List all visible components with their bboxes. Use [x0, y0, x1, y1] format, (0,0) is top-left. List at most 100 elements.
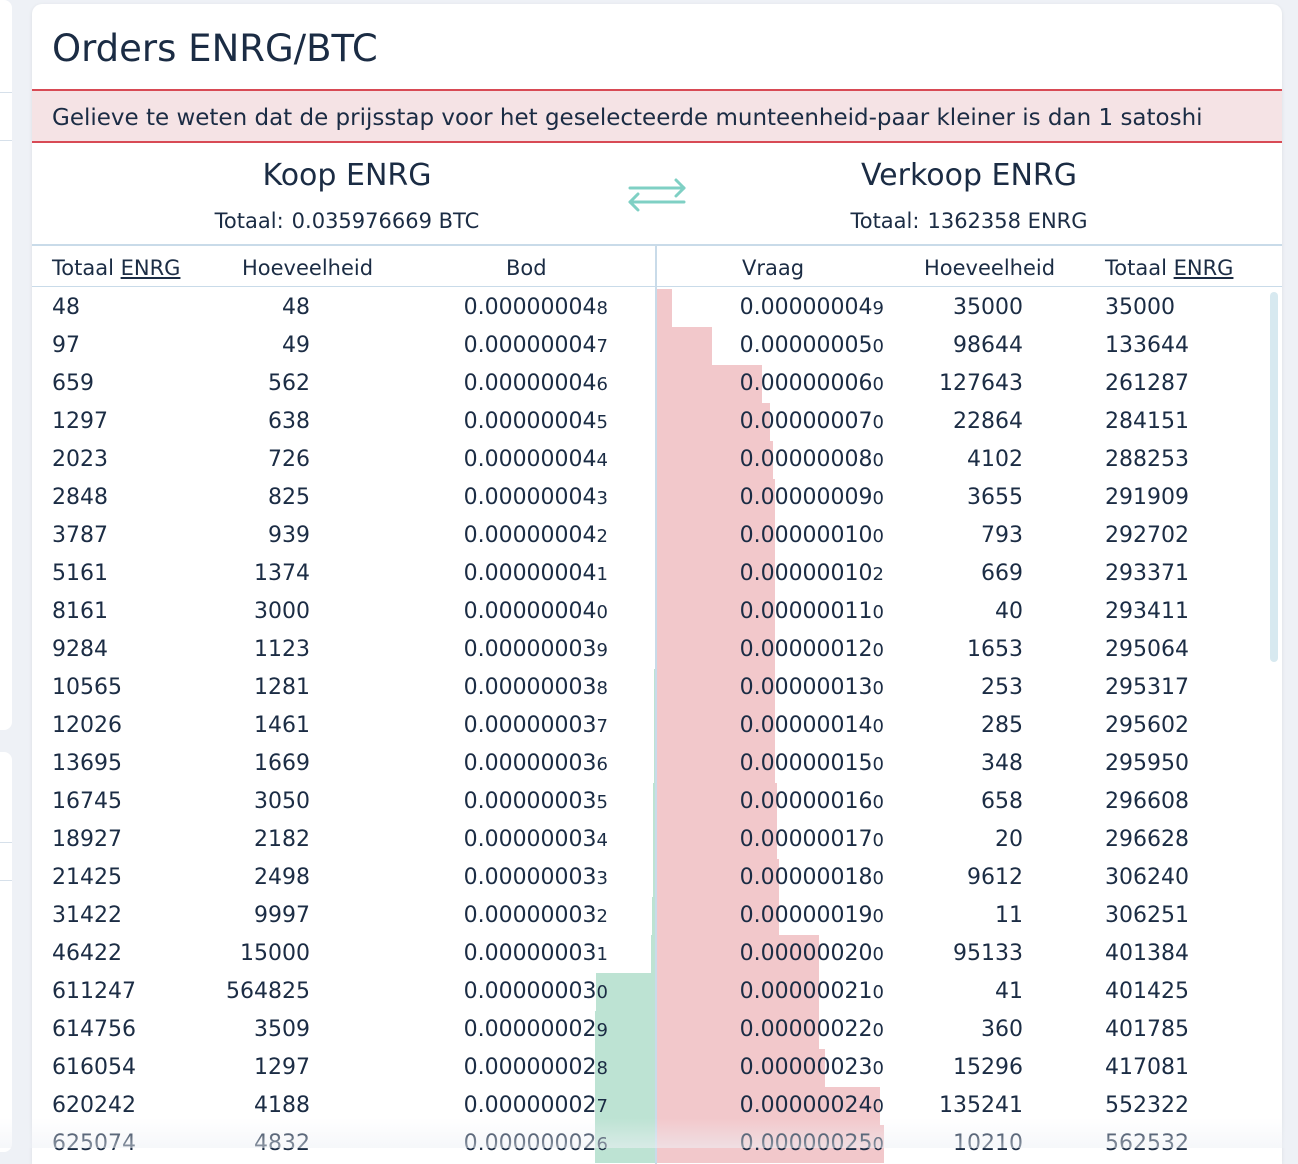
ask-price: 0.000000200	[684, 935, 884, 974]
bid-row[interactable]: 10565 1281 0.000000038	[32, 669, 655, 707]
ask-row[interactable]: 0.000000220 360 401785	[657, 1011, 1282, 1049]
bid-total: 48	[52, 295, 80, 320]
ask-depth-bar	[657, 1011, 819, 1049]
ask-row[interactable]: 0.000000070 22864 284151	[657, 403, 1282, 441]
bid-row[interactable]: 611247 564825 0.000000030	[32, 973, 655, 1011]
scrollbar[interactable]	[1270, 292, 1278, 662]
bid-row[interactable]: 8161 3000 0.000000040	[32, 593, 655, 631]
ask-row[interactable]: 0.000000210 41 401425	[657, 973, 1282, 1011]
bid-row[interactable]: 13695 1669 0.000000036	[32, 745, 655, 783]
ask-row[interactable]: 0.000000230 15296 417081	[657, 1049, 1282, 1087]
ask-row[interactable]: 0.000000180 9612 306240	[657, 859, 1282, 897]
ask-row[interactable]: 0.000000102 669 293371	[657, 555, 1282, 593]
bid-price-main: 0.00000002	[463, 1055, 597, 1080]
ask-row[interactable]: 0.000000080 4102 288253	[657, 441, 1282, 479]
ask-depth-bar	[657, 631, 775, 669]
ask-depth-bar	[657, 327, 712, 365]
bid-price: 0.000000029	[412, 1011, 608, 1050]
bid-row[interactable]: 9284 1123 0.000000039	[32, 631, 655, 669]
bid-price-tail: 9	[596, 1020, 608, 1041]
ask-price-main: 0.00000013	[739, 675, 873, 700]
bid-row[interactable]: 614756 3509 0.000000029	[32, 1011, 655, 1049]
ask-price: 0.000000140	[684, 707, 884, 746]
bid-amount: 9997	[254, 903, 310, 928]
bid-total: 611247	[52, 979, 136, 1004]
bid-price: 0.000000043	[412, 479, 608, 518]
ask-price-main: 0.00000020	[739, 941, 873, 966]
bid-row[interactable]: 16745 3050 0.000000035	[32, 783, 655, 821]
bid-amount: 1123	[254, 637, 310, 662]
bid-row[interactable]: 620242 4188 0.000000027	[32, 1087, 655, 1125]
bid-depth-bar	[651, 935, 655, 973]
col-sell-total[interactable]: Totaal ENRG	[1105, 254, 1233, 282]
bid-row[interactable]: 5161 1374 0.000000041	[32, 555, 655, 593]
ask-row[interactable]: 0.000000150 348 295950	[657, 745, 1282, 783]
ask-row[interactable]: 0.000000160 658 296608	[657, 783, 1282, 821]
ask-row[interactable]: 0.000000190 11 306251	[657, 897, 1282, 935]
bid-depth-bar	[653, 859, 655, 897]
bid-price: 0.000000037	[412, 707, 608, 746]
bid-row[interactable]: 2023 726 0.000000044	[32, 441, 655, 479]
bid-price: 0.000000038	[412, 669, 608, 708]
bid-total: 1297	[52, 409, 108, 434]
bid-price: 0.000000039	[412, 631, 608, 670]
bid-amount: 1669	[254, 751, 310, 776]
ask-row[interactable]: 0.000000120 1653 295064	[657, 631, 1282, 669]
bid-row[interactable]: 616054 1297 0.000000028	[32, 1049, 655, 1087]
bid-row[interactable]: 3787 939 0.000000042	[32, 517, 655, 555]
bid-depth-bar	[653, 783, 655, 821]
ask-row[interactable]: 0.000000200 95133 401384	[657, 935, 1282, 973]
ask-total: 295602	[1105, 713, 1189, 738]
ask-row[interactable]: 0.000000110 40 293411	[657, 593, 1282, 631]
background-panel	[0, 752, 12, 1152]
book-divider	[655, 244, 657, 1164]
bid-row[interactable]: 625074 4832 0.000000026	[32, 1125, 655, 1163]
bid-row[interactable]: 48 48 0.000000048	[32, 289, 655, 327]
swap-arrows-icon[interactable]	[624, 176, 690, 212]
ask-total: 293411	[1105, 599, 1189, 624]
ask-depth-bar	[657, 1049, 825, 1087]
ask-row[interactable]: 0.000000090 3655 291909	[657, 479, 1282, 517]
bid-price-main: 0.00000002	[463, 1131, 597, 1156]
ask-row[interactable]: 0.000000060 127643 261287	[657, 365, 1282, 403]
bid-row[interactable]: 2848 825 0.000000043	[32, 479, 655, 517]
ask-price-main: 0.00000006	[739, 371, 873, 396]
bid-price-main: 0.00000003	[463, 637, 597, 662]
ask-price-tail: 0	[872, 716, 884, 737]
bid-price-tail: 2	[596, 906, 608, 927]
ask-total: 292702	[1105, 523, 1189, 548]
ask-row[interactable]: 0.000000050 98644 133644	[657, 327, 1282, 365]
ask-row[interactable]: 0.000000049 35000 35000	[657, 289, 1282, 327]
bid-row[interactable]: 1297 638 0.000000045	[32, 403, 655, 441]
bid-row[interactable]: 12026 1461 0.000000037	[32, 707, 655, 745]
bid-row[interactable]: 46422 15000 0.000000031	[32, 935, 655, 973]
ask-total: 284151	[1105, 409, 1189, 434]
col-buy-total[interactable]: Totaal ENRG	[52, 254, 180, 282]
ask-price: 0.000000130	[684, 669, 884, 708]
bid-price-tail: 8	[596, 1058, 608, 1079]
ask-total: 291909	[1105, 485, 1189, 510]
col-buy-total-unit[interactable]: ENRG	[120, 256, 181, 280]
ask-amount: 15296	[953, 1055, 1023, 1080]
ask-row[interactable]: 0.000000170 20 296628	[657, 821, 1282, 859]
col-bid: Bod	[506, 256, 547, 280]
ask-row[interactable]: 0.000000240 135241 552322	[657, 1087, 1282, 1125]
ask-row[interactable]: 0.000000140 285 295602	[657, 707, 1282, 745]
ask-total: 306251	[1105, 903, 1189, 928]
bid-row[interactable]: 31422 9997 0.000000032	[32, 897, 655, 935]
ask-amount: 360	[981, 1017, 1023, 1042]
ask-price-main: 0.00000014	[739, 713, 873, 738]
ask-depth-bar	[657, 517, 775, 555]
bid-total: 13695	[52, 751, 122, 776]
col-sell-total-unit[interactable]: ENRG	[1173, 256, 1234, 280]
bid-price: 0.000000041	[412, 555, 608, 594]
bid-total: 18927	[52, 827, 122, 852]
ask-row[interactable]: 0.000000130 253 295317	[657, 669, 1282, 707]
ask-row[interactable]: 0.000000100 793 292702	[657, 517, 1282, 555]
bid-row[interactable]: 21425 2498 0.000000033	[32, 859, 655, 897]
bid-row[interactable]: 97 49 0.000000047	[32, 327, 655, 365]
ask-price-main: 0.00000018	[739, 865, 873, 890]
bid-row[interactable]: 18927 2182 0.000000034	[32, 821, 655, 859]
ask-row[interactable]: 0.000000250 10210 562532	[657, 1125, 1282, 1163]
bid-row[interactable]: 659 562 0.000000046	[32, 365, 655, 403]
